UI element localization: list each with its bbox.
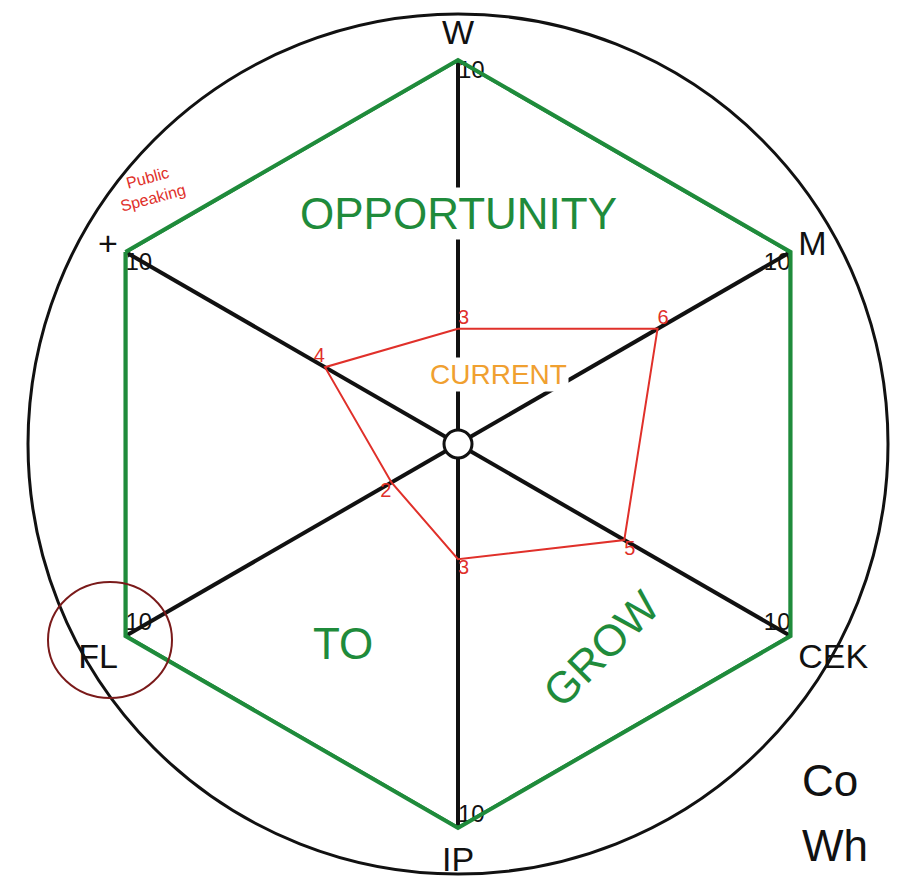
svg-text:W: W xyxy=(442,13,474,51)
svg-text:Wh: Wh xyxy=(802,821,868,870)
svg-text:TO: TO xyxy=(313,619,373,668)
svg-text:2: 2 xyxy=(380,479,391,501)
svg-text:10: 10 xyxy=(458,56,485,83)
svg-text:FL: FL xyxy=(78,637,118,675)
svg-text:CEK: CEK xyxy=(798,637,868,675)
svg-text:6: 6 xyxy=(658,306,669,328)
svg-text:10: 10 xyxy=(458,800,485,827)
svg-text:3: 3 xyxy=(458,556,469,578)
svg-text:M: M xyxy=(798,224,826,262)
svg-text:OPPORTUNITY: OPPORTUNITY xyxy=(300,189,617,238)
svg-text:Co: Co xyxy=(802,756,858,805)
svg-text:5: 5 xyxy=(624,537,635,559)
svg-text:10: 10 xyxy=(764,608,791,635)
svg-text:3: 3 xyxy=(458,306,469,328)
svg-text:GROW: GROW xyxy=(534,581,669,716)
svg-text:+: + xyxy=(98,224,118,262)
svg-text:IP: IP xyxy=(442,840,474,878)
svg-text:10: 10 xyxy=(764,248,791,275)
svg-text:PublicSpeaking: PublicSpeaking xyxy=(113,161,187,215)
svg-text:10: 10 xyxy=(125,248,152,275)
svg-text:4: 4 xyxy=(314,344,325,366)
svg-text:10: 10 xyxy=(125,608,152,635)
svg-text:CURRENT: CURRENT xyxy=(430,359,567,390)
